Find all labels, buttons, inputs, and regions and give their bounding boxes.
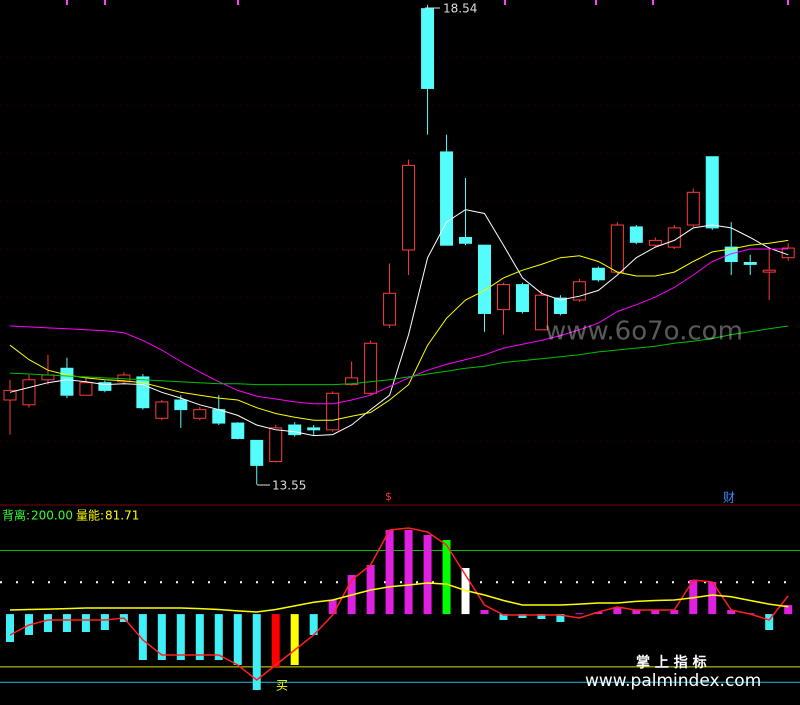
bar (537, 614, 546, 619)
bar (404, 530, 413, 615)
candle-body (648, 239, 662, 246)
bar (423, 535, 432, 615)
candle-body (364, 342, 378, 394)
candle-body (60, 367, 74, 396)
candle-body (724, 246, 738, 263)
bar (670, 610, 679, 615)
bar (499, 614, 508, 620)
grid (0, 56, 800, 442)
legend-value: 200.00 (31, 509, 73, 523)
bar (138, 614, 147, 660)
candle-body (762, 269, 776, 273)
bar (480, 610, 489, 615)
signal: 买 (276, 679, 288, 693)
candle-body (288, 424, 302, 436)
bar (271, 614, 280, 667)
bar (613, 607, 622, 615)
candle-body (250, 439, 264, 466)
candle-body (3, 389, 17, 401)
marker: $ (385, 490, 392, 503)
candle-body (326, 392, 340, 431)
candle-body (98, 382, 112, 391)
bar (157, 614, 166, 660)
watermark: 掌 上 指 标 (636, 654, 707, 671)
candle-body (22, 379, 36, 406)
line (9, 248, 789, 405)
bar (176, 614, 185, 660)
candle-body (667, 227, 681, 248)
candle-body (193, 409, 207, 419)
candle-body (686, 191, 700, 226)
watermark: www.6o7o.com (545, 317, 743, 347)
bar (575, 613, 584, 615)
candle-body (553, 297, 567, 314)
bar (765, 614, 774, 630)
bar (385, 530, 394, 615)
candle-body (591, 267, 605, 281)
candle-body (41, 374, 55, 381)
candle-body (136, 376, 150, 409)
bar (195, 614, 204, 660)
candle-body (307, 427, 321, 431)
candle-body (515, 284, 529, 313)
line (9, 527, 789, 681)
bar (651, 610, 660, 615)
legend-name: 背离: (2, 508, 30, 523)
bar (100, 614, 109, 630)
candle-body (496, 284, 510, 311)
watermark: www.palmindex.com (585, 671, 761, 691)
candle-body (345, 377, 359, 386)
bar (632, 610, 641, 615)
price-pane (3, 4, 795, 485)
candle-body (534, 294, 548, 331)
candle-body (629, 226, 643, 243)
indicator-pane (0, 527, 800, 690)
bar (6, 614, 14, 642)
candle-body (79, 382, 93, 396)
candle-body (269, 427, 283, 463)
candle-body (743, 262, 757, 265)
candle-body (705, 156, 719, 229)
candle-body (155, 401, 169, 419)
legend-value: 81.71 (105, 509, 139, 523)
low-label: 13.55 (272, 479, 306, 493)
line (9, 325, 789, 386)
bar (594, 612, 603, 615)
high-label: 18.54 (443, 2, 477, 16)
line (9, 582, 789, 613)
bar (309, 614, 318, 635)
bar (442, 540, 451, 615)
candle-body (610, 224, 624, 273)
top-markers (66, 0, 789, 5)
candle-body (402, 164, 416, 251)
bar (328, 600, 337, 615)
bar (518, 614, 527, 618)
candle-body (383, 292, 397, 326)
candle-body (212, 409, 226, 424)
bar (784, 605, 793, 615)
line (9, 209, 789, 437)
line (9, 239, 789, 421)
legend-name: 量能: (76, 509, 104, 523)
bar (556, 614, 565, 622)
bar (708, 582, 717, 615)
candle-body (174, 399, 188, 411)
bar (727, 610, 736, 615)
bar (233, 614, 242, 665)
candle-body (421, 8, 435, 89)
marker: 财 (723, 491, 735, 505)
bar (81, 614, 90, 632)
bar (290, 614, 299, 665)
candle-body (440, 151, 454, 246)
bar (252, 614, 261, 690)
candle-body (231, 422, 245, 439)
candle-body (478, 244, 491, 314)
bar (43, 614, 52, 632)
bar (214, 614, 223, 660)
bar (62, 614, 71, 632)
candle-body (459, 237, 473, 244)
